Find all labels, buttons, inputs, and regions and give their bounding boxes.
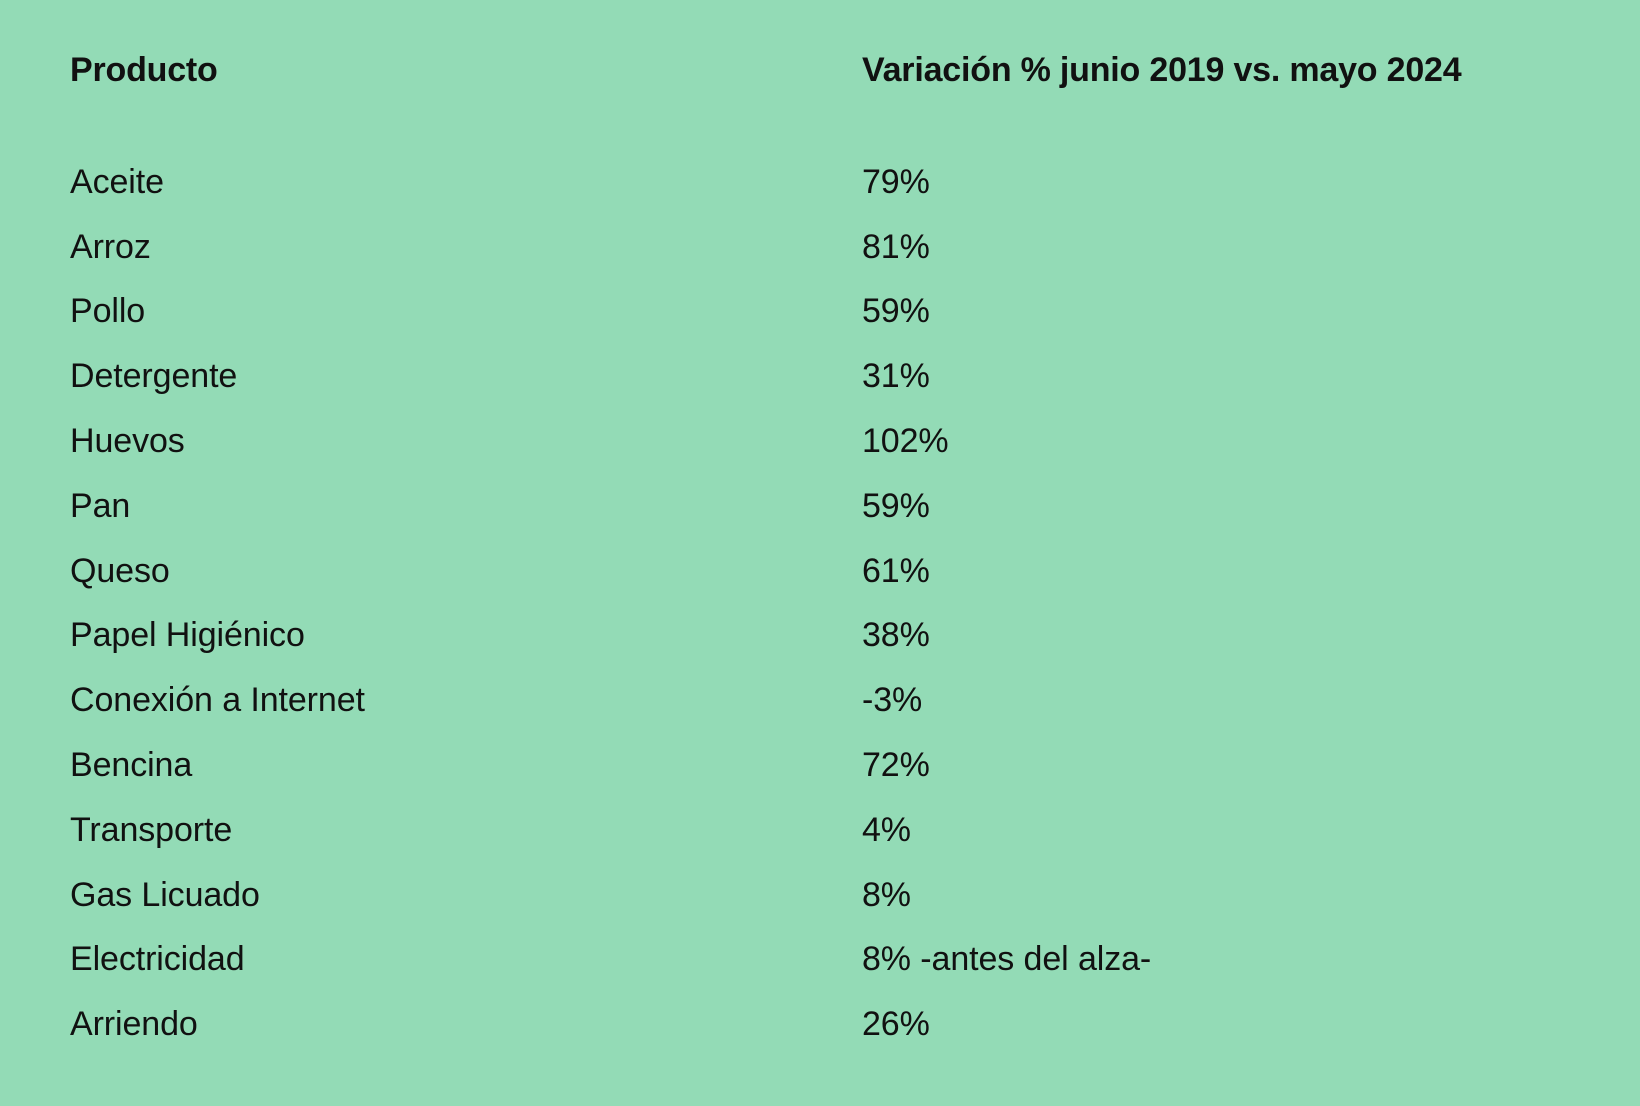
variation-cell: -3% xyxy=(862,681,923,720)
product-cell: Gas Licuado xyxy=(70,875,260,914)
table-row: Arroz 81% xyxy=(70,215,1590,280)
variation-cell: 61% xyxy=(862,551,930,590)
product-cell: Conexión a Internet xyxy=(70,681,365,720)
variation-cell: 38% xyxy=(862,616,930,655)
product-cell: Transporte xyxy=(70,810,233,849)
product-cell: Arriendo xyxy=(70,1005,198,1044)
table-row: Aceite 79% xyxy=(70,150,1590,215)
variation-cell: 31% xyxy=(862,357,930,396)
product-cell: Aceite xyxy=(70,162,164,201)
header-product: Producto xyxy=(70,50,218,89)
header-variation: Variación % junio 2019 vs. mayo 2024 xyxy=(862,50,1462,89)
table-row: Electricidad 8% -antes del alza- xyxy=(70,928,1590,993)
table-row: Papel Higiénico 38% xyxy=(70,604,1590,669)
variation-cell: 26% xyxy=(862,1005,930,1044)
price-variation-table: Producto Variación % junio 2019 vs. mayo… xyxy=(70,42,1590,1057)
table-row: Queso 61% xyxy=(70,539,1590,604)
product-cell: Detergente xyxy=(70,357,238,396)
table-row: Detergente 31% xyxy=(70,344,1590,409)
table-row: Bencina 72% xyxy=(70,733,1590,798)
product-cell: Huevos xyxy=(70,422,185,461)
table-row: Huevos 102% xyxy=(70,409,1590,474)
variation-cell: 8% xyxy=(862,875,911,914)
product-cell: Arroz xyxy=(70,227,151,266)
variation-cell: 59% xyxy=(862,292,930,331)
variation-cell: 102% xyxy=(862,422,949,461)
variation-cell: 59% xyxy=(862,486,930,525)
variation-cell: 72% xyxy=(862,746,930,785)
table-row: Pollo 59% xyxy=(70,280,1590,345)
table-header-row: Producto Variación % junio 2019 vs. mayo… xyxy=(70,42,1590,98)
product-cell: Pollo xyxy=(70,292,146,331)
variation-cell: 8% -antes del alza- xyxy=(862,940,1152,979)
table-row: Gas Licuado 8% xyxy=(70,863,1590,928)
table-row: Pan 59% xyxy=(70,474,1590,539)
product-cell: Pan xyxy=(70,486,131,525)
product-cell: Queso xyxy=(70,551,170,590)
product-cell: Bencina xyxy=(70,746,193,785)
table-row: Arriendo 26% xyxy=(70,992,1590,1057)
product-cell: Papel Higiénico xyxy=(70,616,305,655)
product-cell: Electricidad xyxy=(70,940,245,979)
table-row: Transporte 4% xyxy=(70,798,1590,863)
variation-cell: 81% xyxy=(862,227,930,266)
variation-cell: 79% xyxy=(862,162,930,201)
table-row: Conexión a Internet -3% xyxy=(70,668,1590,733)
variation-cell: 4% xyxy=(862,810,911,849)
